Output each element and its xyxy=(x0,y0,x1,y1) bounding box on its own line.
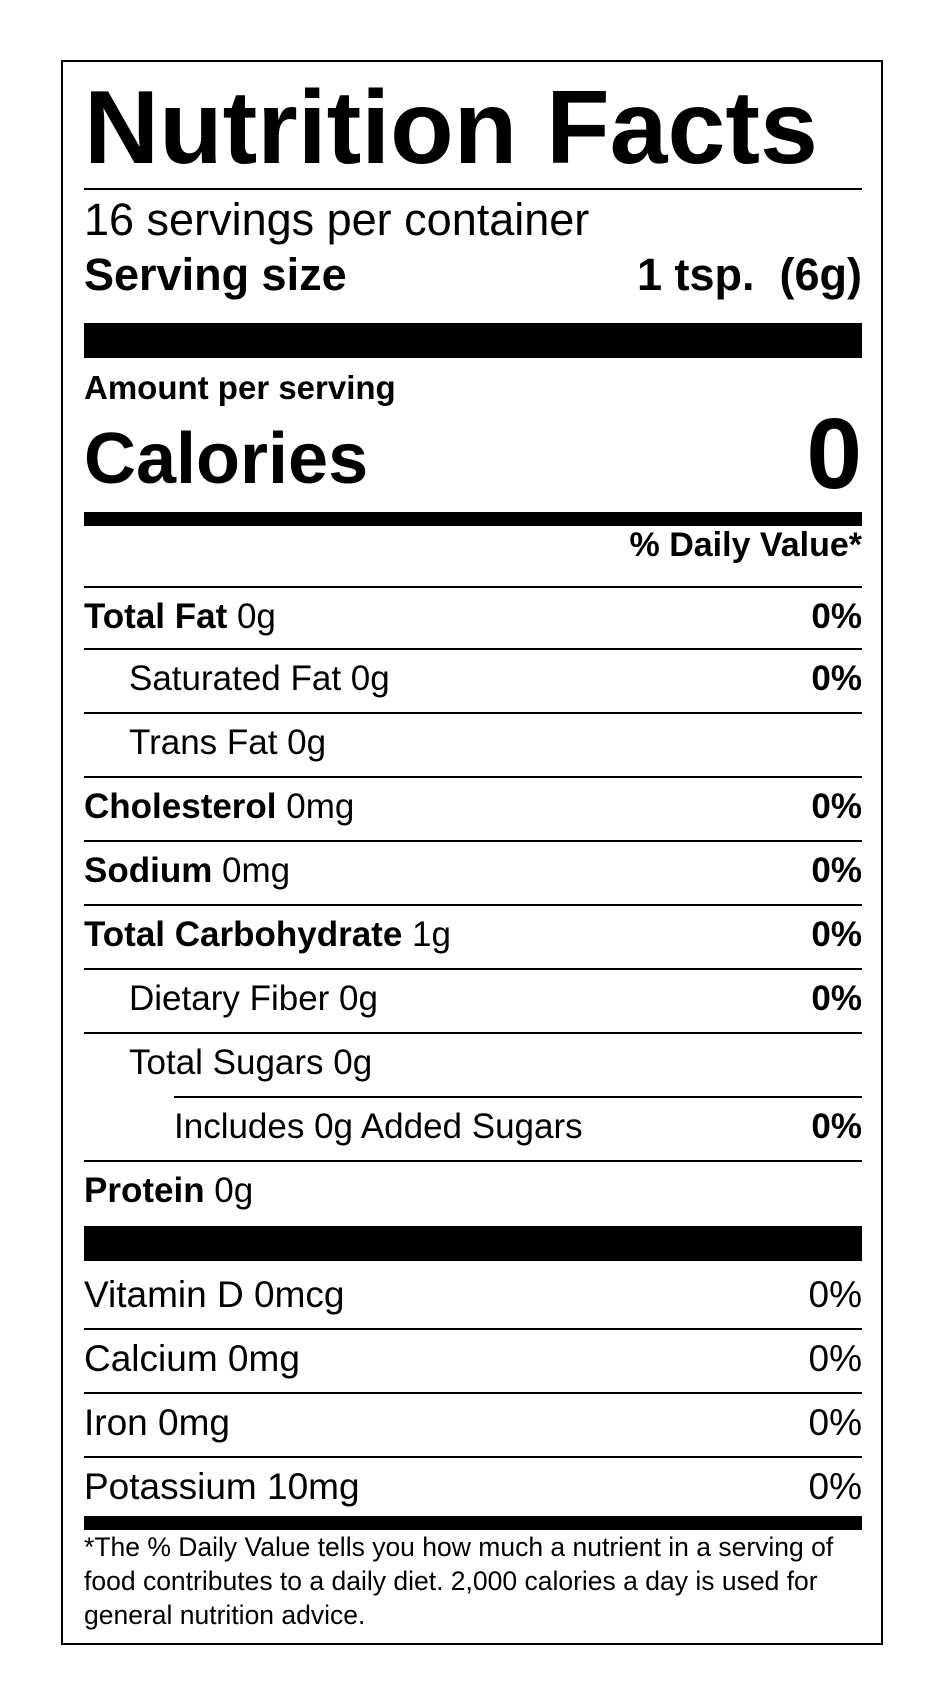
divider xyxy=(84,1032,862,1034)
nutrient-amount: 0mg xyxy=(212,851,291,890)
divider xyxy=(174,1096,862,1098)
nutrient-name: Cholesterol xyxy=(84,787,277,826)
label-title: Nutrition Facts xyxy=(84,70,818,186)
daily-value-header: % Daily Value* xyxy=(629,526,862,564)
nutrient-name: Saturated Fat 0g xyxy=(129,659,390,698)
nutrient-name: Dietary Fiber 0g xyxy=(129,979,378,1018)
nutrient-name: Includes 0g Added Sugars xyxy=(174,1107,583,1146)
vitamin-name: Calcium 0mg xyxy=(84,1338,300,1379)
calories-value: 0 xyxy=(806,398,862,510)
nutrient-name: Total Fat xyxy=(84,597,228,636)
thick-divider xyxy=(84,323,862,358)
nutrient-dv: 0% xyxy=(811,597,862,636)
medium-divider xyxy=(84,512,862,526)
nutrient-row-protein: Protein 0g xyxy=(84,1160,862,1222)
nutrient-amount: 0g xyxy=(204,1171,254,1210)
nutrition-label-border xyxy=(61,60,883,1645)
divider xyxy=(84,188,862,190)
divider xyxy=(84,1456,862,1458)
daily-value-footnote: *The % Daily Value tells you how much a … xyxy=(84,1532,834,1630)
vitamin-name: Vitamin D 0mcg xyxy=(84,1274,345,1315)
nutrient-dv: 0% xyxy=(811,659,862,698)
nutrient-dv: 0% xyxy=(811,1107,862,1146)
servings-per-container: 16 servings per container xyxy=(84,194,590,245)
vitamin-name: Iron 0mg xyxy=(84,1402,231,1443)
divider xyxy=(84,1392,862,1394)
thick-divider xyxy=(84,1226,862,1261)
vitamin-dv: 0% xyxy=(808,1466,862,1507)
nutrient-row-total-sugars: Total Sugars 0g xyxy=(129,1032,862,1094)
nutrient-amount: 1g xyxy=(402,915,451,954)
serving-size-row: Serving size 1 tsp. (6g) xyxy=(84,248,862,302)
vitamin-dv: 0% xyxy=(808,1274,862,1315)
medium-divider xyxy=(84,1516,862,1530)
calories-row: Calories 0 xyxy=(84,402,862,506)
divider xyxy=(84,1328,862,1330)
divider xyxy=(84,968,862,970)
nutrient-name: Protein xyxy=(84,1171,205,1210)
serving-size-value: 1 tsp. (6g) xyxy=(636,249,862,300)
nutrient-row-cholesterol: Cholesterol 0mg 0% xyxy=(84,776,862,838)
divider xyxy=(84,904,862,906)
vitamin-row-potassium: Potassium 10mg 0% xyxy=(84,1456,862,1518)
vitamin-row-iron: Iron 0mg 0% xyxy=(84,1392,862,1454)
amount-per-serving: Amount per serving xyxy=(84,369,396,406)
nutrient-amount: 0g xyxy=(227,597,276,636)
nutrient-dv: 0% xyxy=(811,979,862,1018)
nutrient-row-trans-fat: Trans Fat 0g xyxy=(129,712,862,774)
divider xyxy=(84,712,862,714)
calories-label: Calories xyxy=(84,419,369,499)
vitamin-row-calcium: Calcium 0mg 0% xyxy=(84,1328,862,1390)
serving-size-label: Serving size xyxy=(84,249,347,300)
nutrient-amount: 0mg xyxy=(276,787,355,826)
divider xyxy=(84,776,862,778)
vitamin-dv: 0% xyxy=(808,1338,862,1379)
nutrient-row-saturated-fat: Saturated Fat 0g 0% xyxy=(129,648,862,710)
nutrient-row-sodium: Sodium 0mg 0% xyxy=(84,840,862,902)
divider xyxy=(84,648,862,650)
nutrient-dv: 0% xyxy=(811,787,862,826)
divider xyxy=(84,1160,862,1162)
nutrient-name: Sodium xyxy=(84,851,213,890)
nutrient-row-dietary-fiber: Dietary Fiber 0g 0% xyxy=(129,968,862,1030)
vitamin-dv: 0% xyxy=(808,1402,862,1443)
nutrient-row-added-sugars: Includes 0g Added Sugars 0% xyxy=(174,1096,862,1158)
nutrient-row-total-fat: Total Fat 0g 0% xyxy=(84,586,862,648)
divider xyxy=(84,586,862,588)
nutrient-dv: 0% xyxy=(811,915,862,954)
nutrient-name: Total Sugars 0g xyxy=(129,1043,373,1082)
nutrient-row-total-carbohydrate: Total Carbohydrate 1g 0% xyxy=(84,904,862,966)
vitamin-name: Potassium 10mg xyxy=(84,1466,360,1507)
vitamin-row-vitamin-d: Vitamin D 0mcg 0% xyxy=(84,1264,862,1326)
divider xyxy=(84,840,862,842)
nutrient-dv: 0% xyxy=(811,851,862,890)
nutrient-name: Total Carbohydrate xyxy=(84,915,403,954)
nutrient-name: Trans Fat 0g xyxy=(129,723,327,762)
